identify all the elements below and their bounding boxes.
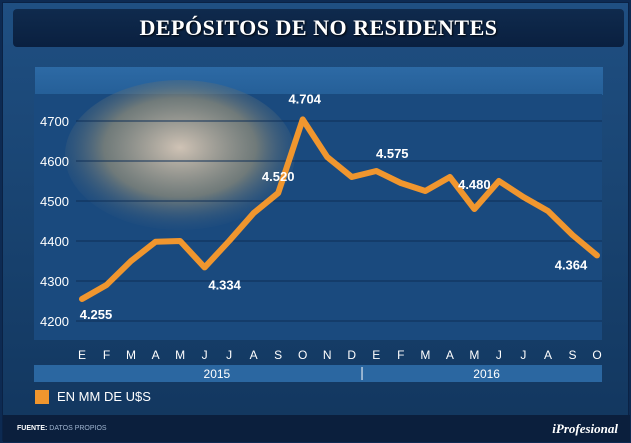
series-line: [79, 116, 600, 302]
title-bar: DEPÓSITOS DE NO RESIDENTES: [13, 9, 624, 47]
x-tick-label: A: [446, 348, 454, 362]
brand-logo: iProfesional: [552, 421, 618, 436]
y-tick-label: 4500: [40, 194, 69, 209]
x-tick-label: M: [175, 348, 185, 362]
page-title: DEPÓSITOS DE NO RESIDENTES: [139, 15, 498, 40]
x-tick-label: M: [420, 348, 430, 362]
data-label: 4.704: [288, 91, 321, 106]
y-tick-label: 4300: [40, 274, 69, 289]
data-label: 4.364: [555, 257, 588, 272]
x-tick-label: M: [126, 348, 136, 362]
y-tick-label: 4400: [40, 234, 69, 249]
data-label: 4.480: [458, 177, 491, 192]
x-tick-label: J: [202, 348, 208, 362]
legend-label: EN MM DE U$S: [57, 389, 151, 404]
x-tick-label: J: [226, 348, 232, 362]
money-photo: [65, 80, 295, 230]
x-tick-label: D: [347, 348, 356, 362]
x-tick-label: A: [250, 348, 258, 362]
year-band: [34, 365, 602, 382]
y-tick-label: 4600: [40, 154, 69, 169]
source-label: FUENTE:: [17, 425, 48, 432]
year-label: 2015: [204, 367, 231, 381]
x-tick-label: F: [103, 348, 110, 362]
data-label: 4.255: [80, 307, 113, 322]
x-tick-label: J: [496, 348, 502, 362]
x-tick-label: E: [78, 348, 86, 362]
x-tick-label: A: [544, 348, 552, 362]
data-label: 4.575: [376, 146, 409, 161]
data-label: 4.334: [208, 277, 241, 292]
source-note: FUENTE: DATOS PROPIOS: [17, 425, 107, 432]
data-label: 4.520: [262, 169, 295, 184]
x-tick-label: F: [397, 348, 404, 362]
source-value: DATOS PROPIOS: [49, 425, 107, 432]
x-tick-label: N: [323, 348, 332, 362]
footer-bar: FUENTE: DATOS PROPIOS iProfesional: [3, 415, 630, 442]
x-tick-label: O: [592, 348, 601, 362]
y-tick-label: 4200: [40, 314, 69, 329]
x-tick-label: E: [372, 348, 380, 362]
year-label: 2016: [473, 367, 500, 381]
legend-swatch: [35, 389, 49, 404]
x-tick-label: S: [568, 348, 576, 362]
legend: EN MM DE U$S: [35, 389, 151, 404]
y-tick-label: 4700: [40, 114, 69, 129]
x-tick-label: J: [520, 348, 526, 362]
x-tick-label: O: [298, 348, 307, 362]
x-tick-label: S: [274, 348, 282, 362]
x-tick-label: A: [152, 348, 160, 362]
x-tick-label: M: [469, 348, 479, 362]
